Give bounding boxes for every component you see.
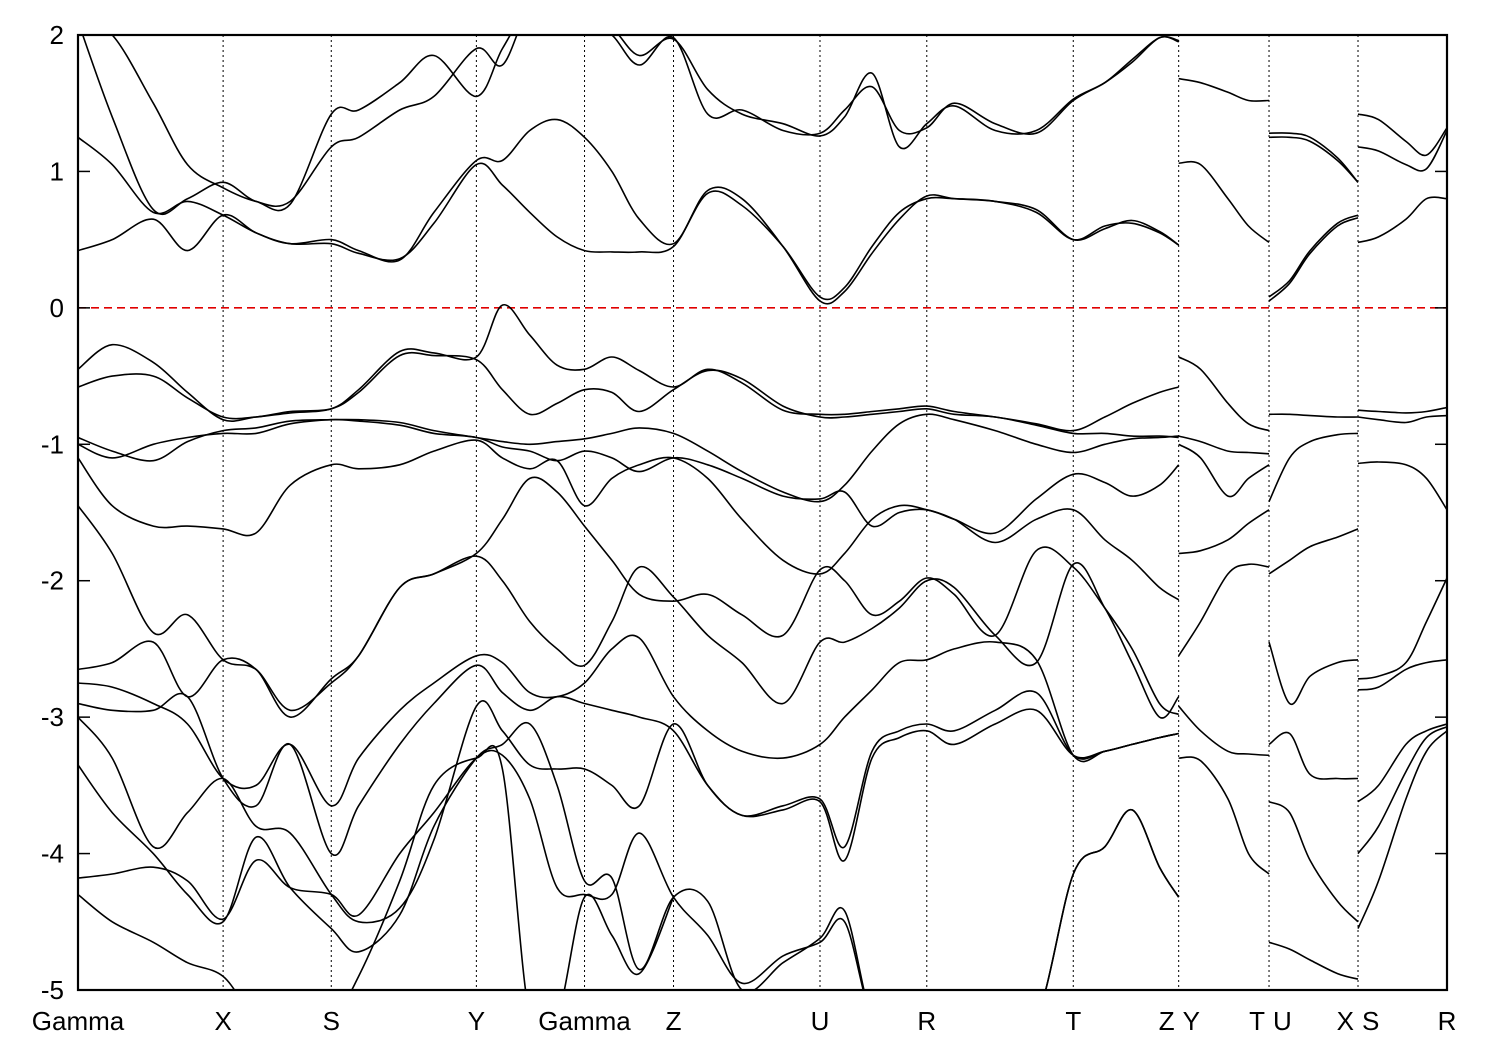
band-line-7 [78,418,1180,535]
band-line-19 [1178,356,1270,432]
y-tick-label: 1 [50,156,64,186]
band-line-5 [78,351,1179,439]
band-line-1 [78,118,1180,305]
band-line-26 [1268,132,1359,183]
band-line-24 [1178,705,1270,757]
band-line-33 [1268,641,1359,706]
band-line-14 [78,721,1180,990]
kpoint-label-15: R [1438,1006,1457,1036]
kpoint-label-10: Y [1183,1006,1200,1036]
plot-frame [76,33,1449,992]
band-line-8 [78,439,1180,601]
kpoint-label-4: Gamma [538,1006,631,1036]
kpoint-label-9: Z [1159,1006,1175,1036]
band-line-25 [1178,756,1270,875]
band-line-23 [1178,563,1270,657]
y-tick-label: -4 [41,839,64,869]
band-line-35 [1268,800,1359,923]
band-line-30 [1268,413,1359,418]
kpoint-divider-lines [222,35,1359,990]
band-line-37 [1357,113,1447,157]
band-line-32 [1268,528,1359,575]
kpoint-label-5: Z [666,1006,682,1036]
band-lines [78,35,1447,990]
band-line-40 [1357,406,1447,414]
band-line-42 [1357,461,1447,511]
kpoint-label-1: X [214,1006,231,1036]
band-line-6 [78,413,1179,503]
band-line-13 [78,700,1179,924]
band-line-44 [1357,659,1447,691]
band-line-11 [78,634,1179,807]
kpoint-label-3: Y [468,1006,485,1036]
kpoint-label-0: Gamma [32,1006,125,1036]
y-tick-label: 2 [50,20,64,50]
kpoint-label-14: S [1362,1006,1379,1036]
y-axis-ticks: -5 -4 -3 -2 -1 0 1 2 [41,20,1447,1005]
band-line-27 [1268,136,1359,183]
y-tick-label: 0 [50,293,64,323]
y-tick-label: -1 [41,429,64,459]
band-line-41 [1357,414,1447,424]
band-line-22 [1178,509,1270,555]
kpoint-label-6: U [811,1006,830,1036]
band-line-47 [1357,730,1447,929]
band-line-12 [78,664,1179,857]
kpoint-label-2: S [323,1006,340,1036]
band-line-0 [78,162,1180,301]
band-line-34 [1268,731,1359,780]
y-tick-label: -3 [41,702,64,732]
kpoint-label-8: T [1065,1006,1081,1036]
band-line-28 [1268,214,1359,298]
band-line-17 [1178,77,1270,102]
y-tick-label: -5 [41,975,64,1005]
band-line-4 [78,304,1179,432]
band-line-29 [1268,217,1359,302]
band-line-38 [1357,130,1447,172]
band-line-39 [1357,196,1447,244]
band-line-20 [1178,435,1270,455]
band-line-21 [1178,443,1270,498]
band-line-9 [78,476,1180,716]
kpoint-label-7: R [917,1006,936,1036]
y-tick-label: -2 [41,566,64,596]
band-line-3 [111,35,1179,212]
band-line-18 [1178,160,1270,244]
band-line-46 [1357,725,1447,855]
kpoint-label-11: T [1249,1006,1265,1036]
kpoint-label-12: U [1273,1006,1292,1036]
band-line-16 [78,744,675,990]
x-axis-kpoint-labels: Gamma X S Y Gamma Z U R T Z Y T U X S R [32,1006,1457,1036]
band-line-43 [1357,577,1447,680]
band-line-31 [1268,432,1359,502]
band-line-15 [78,749,1180,990]
band-line-45 [1357,723,1447,803]
band-line-36 [1268,941,1359,980]
band-line-10 [78,555,1180,719]
kpoint-label-13: X [1337,1006,1354,1036]
